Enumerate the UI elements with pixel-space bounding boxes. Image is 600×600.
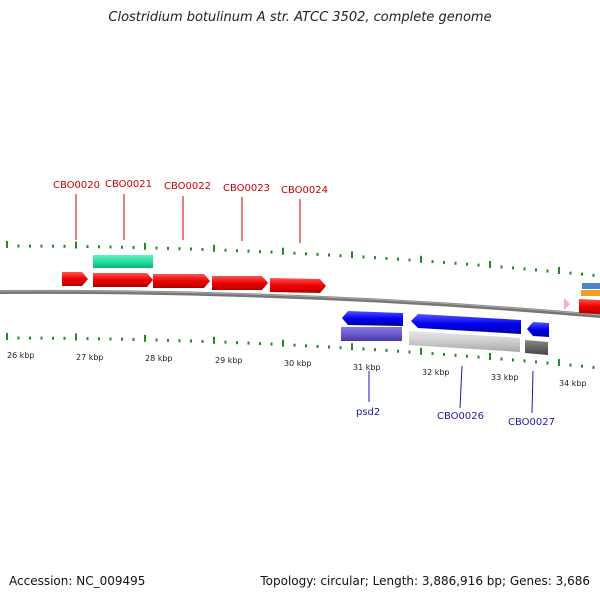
cds-feature-psd2[interactable] [341, 327, 402, 341]
gene-label-cbo0024[interactable]: CBO0024 [281, 185, 328, 196]
kbp-label: 33 kbp [491, 373, 519, 382]
gene-arrow-cbo0026[interactable] [411, 314, 521, 334]
feature-steelblue-right[interactable] [582, 283, 600, 289]
feature-pink-marker[interactable] [564, 298, 570, 310]
gene-arrow-right-edge[interactable] [579, 299, 600, 314]
gene-label-cbo0023[interactable]: CBO0023 [223, 183, 270, 194]
gene-label-cbo0021[interactable]: CBO0021 [105, 179, 152, 190]
cds-feature-cbo0027[interactable] [525, 340, 548, 355]
rna-feature-cbo0021[interactable] [93, 255, 153, 268]
gene-label-cbo0027[interactable]: CBO0027 [508, 417, 555, 428]
gene-label-cbo0020[interactable]: CBO0020 [53, 180, 100, 191]
bottom-tick-row [6, 333, 595, 369]
gene-arrow-cbo0023[interactable] [212, 276, 268, 290]
reverse-strand-genes [342, 311, 549, 337]
kbp-label: 34 kbp [559, 379, 587, 388]
kbp-label: 26 kbp [7, 351, 35, 360]
cds-feature-cbo0026[interactable] [409, 331, 520, 352]
gene-arrow-cbo0024[interactable] [270, 278, 326, 293]
genome-backbone [0, 289, 600, 318]
accession-text: Accession: NC_009495 [9, 574, 146, 588]
gene-arrow-cbo0022[interactable] [153, 274, 210, 288]
gene-label-cbo0022[interactable]: CBO0022 [164, 181, 211, 192]
forward-strand-genes [62, 272, 600, 314]
kbp-label: 31 kbp [353, 363, 381, 372]
gene-label-cbo0026[interactable]: CBO0026 [437, 411, 484, 422]
genome-summary-text: Topology: circular; Length: 3,886,916 bp… [260, 574, 590, 588]
feature-orange-right[interactable] [581, 290, 600, 296]
kbp-label: 29 kbp [215, 356, 243, 365]
gene-arrow-cbo0027[interactable] [527, 322, 549, 337]
kbp-labels: 26 kbp 27 kbp 28 kbp 29 kbp 30 kbp 31 kb… [7, 351, 587, 388]
kbp-label: 32 kbp [422, 368, 450, 377]
top-tick-row [6, 241, 595, 277]
top-gene-labels: CBO0020 CBO0021 CBO0022 CBO0023 CBO0024 [53, 179, 328, 243]
kbp-label: 28 kbp [145, 354, 173, 363]
gene-arrow-psd2[interactable] [342, 311, 403, 326]
gene-arrow-cbo0020[interactable] [62, 272, 88, 286]
kbp-label: 27 kbp [76, 353, 104, 362]
gene-label-psd2[interactable]: psd2 [356, 407, 380, 418]
genome-title: Clostridium botulinum A str. ATCC 3502, … [108, 10, 492, 25]
kbp-label: 30 kbp [284, 359, 312, 368]
bottom-gene-labels: psd2 CBO0026 CBO0027 [356, 365, 555, 428]
gene-arrow-cbo0021[interactable] [93, 273, 153, 287]
